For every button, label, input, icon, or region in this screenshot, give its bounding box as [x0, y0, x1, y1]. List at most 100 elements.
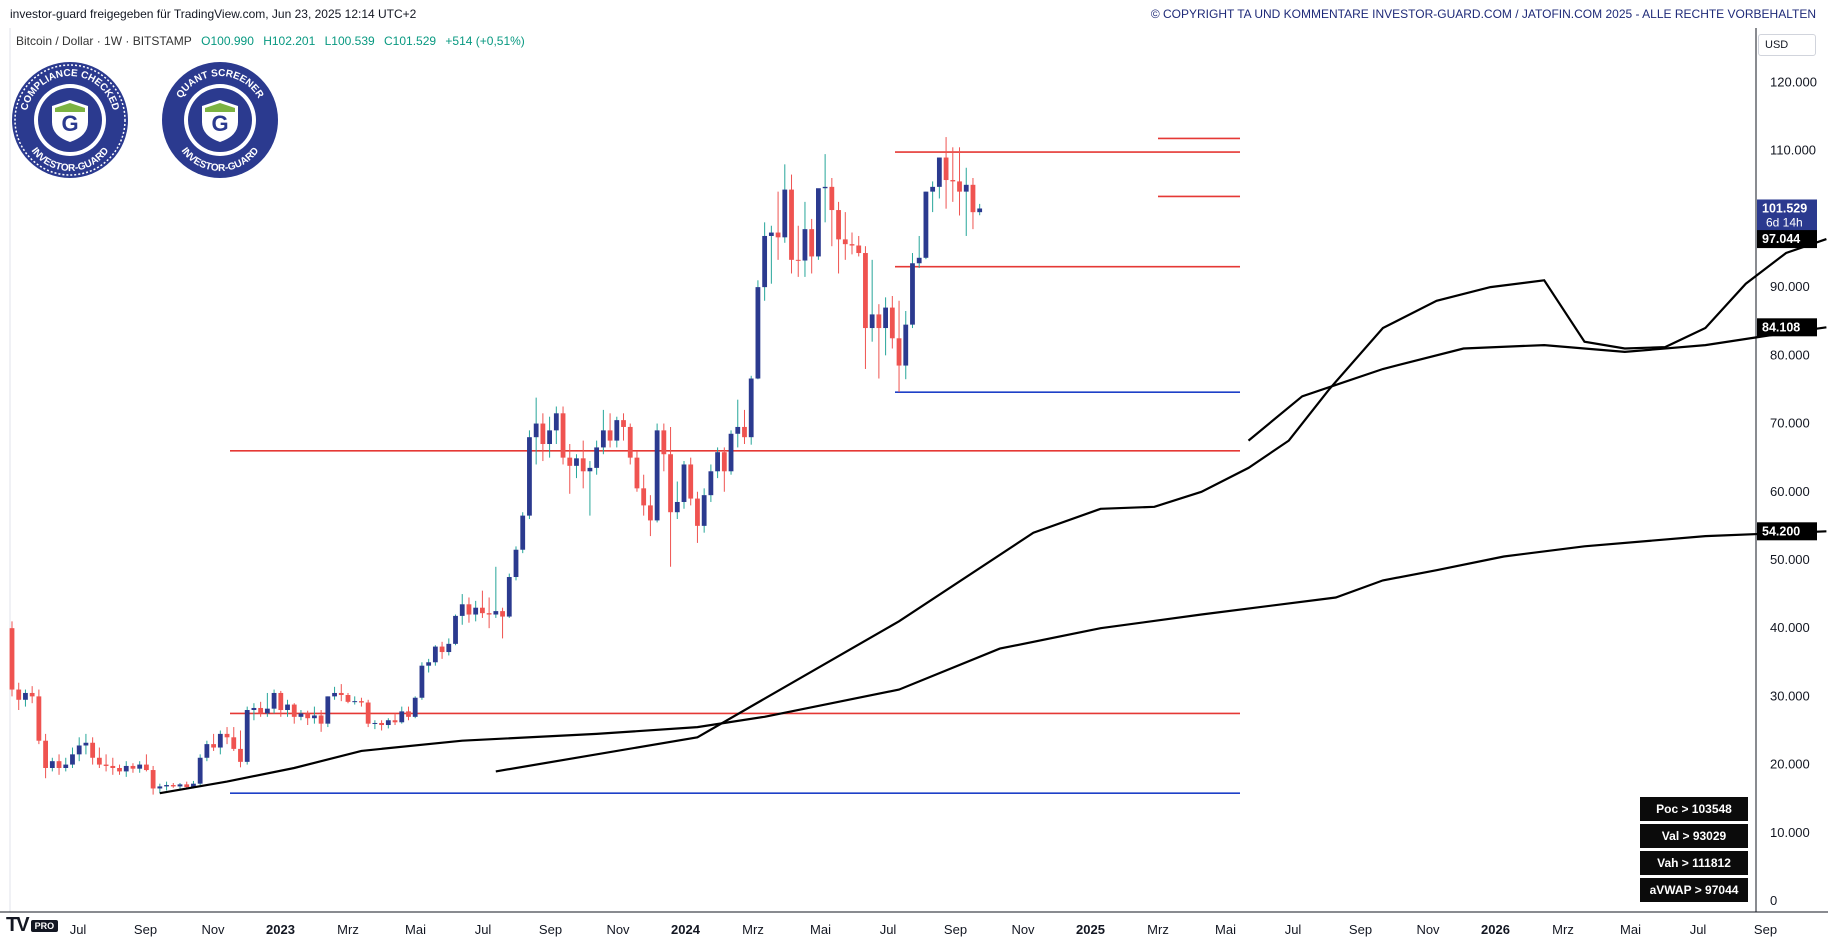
candle-body — [110, 765, 116, 768]
candle-body — [930, 186, 936, 192]
candle — [137, 761, 143, 773]
ohlc-high: H102.201 — [263, 34, 316, 48]
candle — [943, 137, 949, 209]
candle-body — [446, 643, 452, 653]
time-tick-label: 2025 — [1076, 922, 1105, 937]
candle — [345, 692, 351, 704]
candle — [493, 566, 499, 618]
ma-fast-tag: 97.044 — [1762, 232, 1800, 246]
candle — [936, 157, 942, 199]
candle-body — [842, 239, 848, 245]
candle-body — [365, 702, 371, 724]
candle-body — [9, 628, 15, 690]
candle — [903, 310, 909, 380]
candle — [634, 450, 640, 492]
candle — [305, 710, 311, 726]
candle-body — [547, 430, 552, 445]
time-tick-label: Mrz — [1552, 922, 1574, 937]
candle-body — [123, 765, 129, 772]
candle-body — [29, 692, 35, 697]
candle — [56, 754, 62, 775]
candle — [365, 699, 371, 728]
candle — [869, 259, 875, 342]
poc-label: Poc > 103548 — [1640, 797, 1748, 821]
candle-body — [238, 748, 243, 762]
candle — [520, 512, 526, 554]
candle-body — [863, 253, 868, 329]
candle — [849, 232, 855, 255]
candle — [963, 167, 969, 236]
candle-body — [130, 765, 136, 769]
candle-body — [822, 186, 828, 189]
candle-body — [56, 761, 62, 768]
ma-slow-tag-bg — [1757, 522, 1817, 541]
candle — [399, 706, 405, 724]
candle-body — [755, 287, 761, 379]
candle-body — [587, 467, 593, 472]
candle — [533, 397, 539, 465]
badge-letter: G — [61, 111, 78, 136]
price-tick-label: 50.000 — [1770, 552, 1810, 567]
candle-body — [406, 711, 411, 717]
candle-body — [480, 607, 485, 614]
candle-body — [668, 454, 673, 513]
candle-body — [627, 426, 633, 458]
tradingview-logo[interactable]: TV PRO — [6, 914, 59, 937]
candle — [312, 706, 317, 724]
candle-body — [379, 722, 384, 726]
candle-body — [768, 232, 774, 236]
candle — [157, 783, 163, 794]
candle — [130, 763, 136, 773]
candle — [372, 720, 378, 730]
symbol-name[interactable]: Bitcoin / Dollar · 1W · BITSTAMP — [16, 34, 192, 48]
time-tick-label: Sep — [134, 922, 157, 937]
candle — [204, 740, 210, 762]
candle-body — [352, 701, 358, 703]
candle — [547, 416, 552, 458]
price-tick-label: 30.000 — [1770, 688, 1810, 703]
candle-body — [634, 457, 640, 489]
symbol-legend[interactable]: Bitcoin / Dollar · 1W · BITSTAMP O100.99… — [16, 34, 531, 48]
candle-body — [432, 646, 438, 663]
candle — [76, 737, 82, 762]
candle — [681, 461, 687, 509]
candle — [553, 406, 559, 445]
candle-body — [916, 257, 922, 264]
candle — [90, 737, 96, 765]
candle-body — [184, 784, 190, 788]
candle-body — [83, 742, 89, 746]
candle — [258, 701, 264, 717]
candle-body — [708, 471, 714, 496]
candle-body — [76, 745, 82, 755]
candle — [439, 641, 445, 659]
candle — [480, 590, 485, 618]
candle-body — [137, 764, 143, 769]
candle — [251, 703, 257, 721]
candle-body — [150, 770, 156, 789]
candle-body — [325, 696, 331, 724]
candle-body — [614, 420, 620, 441]
time-tick-label: Mrz — [337, 922, 359, 937]
candle — [977, 203, 983, 216]
candle-body — [674, 501, 680, 513]
avwap-label: aVWAP > 97044 — [1640, 878, 1748, 902]
candle — [809, 218, 815, 274]
candle — [150, 765, 156, 795]
candle-body — [63, 764, 69, 768]
price-tick-label: 60.000 — [1770, 484, 1810, 499]
ma-fast-tag-bg — [1757, 230, 1817, 249]
candle — [842, 212, 848, 260]
currency-selector[interactable]: USD — [1758, 34, 1816, 56]
candle — [244, 706, 250, 765]
time-tick-label: Sep — [944, 922, 967, 937]
ohlc-close: C101.529 — [384, 34, 437, 48]
candle-body — [493, 611, 499, 615]
candle-body — [963, 184, 969, 192]
quant-screener-badge: G QUANT SCREENER INVESTOR-GUARD — [162, 62, 278, 178]
candle — [486, 597, 492, 629]
time-tick-label: 2024 — [671, 922, 701, 937]
time-tick-label: Nov — [1416, 922, 1440, 937]
candle-body — [459, 604, 465, 616]
candle — [70, 747, 75, 768]
